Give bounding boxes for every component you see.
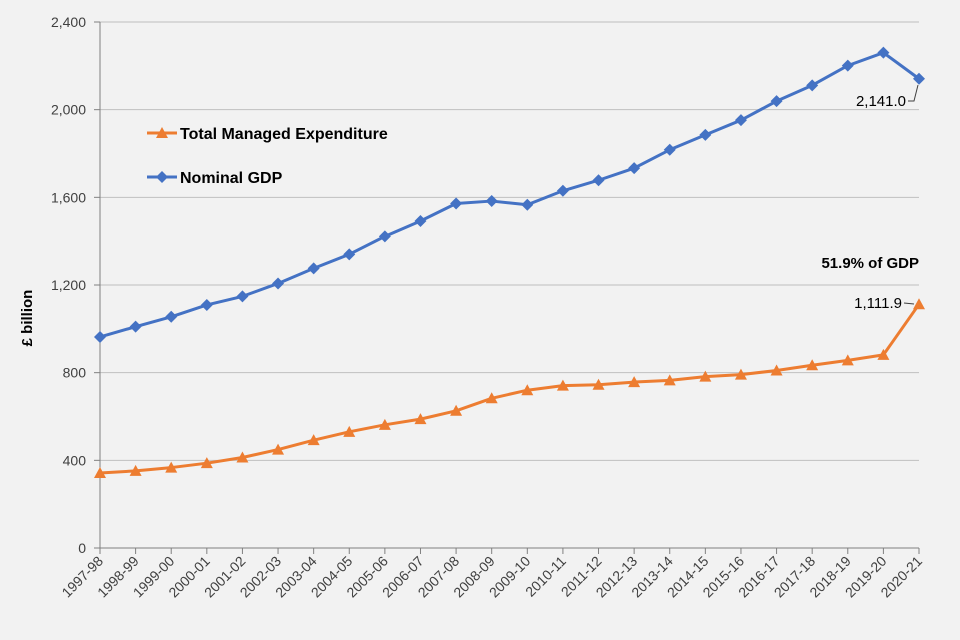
point-gdp-2014-15[interactable] [699,128,712,141]
point-tme-2016-17[interactable] [770,364,783,376]
point-gdp-1999-00[interactable] [165,310,178,323]
legend-item-tme[interactable]: Total Managed Expenditure [147,126,388,143]
point-tme-2019-20[interactable] [877,348,890,360]
series-tme [94,298,925,479]
point-tme-1999-00[interactable] [165,461,178,473]
point-tme-2003-04[interactable] [307,434,320,446]
y-tick-label-400: 400 [63,452,87,468]
legend-marker-tme [156,127,168,138]
point-gdp-2013-14[interactable] [663,143,676,156]
y-tick-label-2000: 2,000 [51,102,86,118]
point-gdp-2006-07[interactable] [414,215,427,228]
point-gdp-1998-99[interactable] [129,320,142,333]
point-tme-2000-01[interactable] [200,457,213,469]
x-tick-labels: 1997-981998-991999-002000-012001-022002-… [58,553,925,601]
point-tme-2009-10[interactable] [521,384,534,396]
axes [94,21,920,554]
point-gdp-2017-18[interactable] [806,79,819,92]
point-tme-2007-08[interactable] [450,404,463,416]
series-line-tme [99,303,921,475]
point-tme-2020-21[interactable] [913,298,925,310]
series-gdp [94,46,925,343]
y-tick-label-800: 800 [63,365,87,381]
pct-of-gdp-annotation: 51.9% of GDP [821,255,919,272]
legend-label-gdp: Nominal GDP [180,170,283,187]
legend: Total Managed Expenditure Nominal GDP [147,126,388,187]
point-gdp-2015-16[interactable] [734,114,747,127]
point-tme-2002-03[interactable] [272,443,285,455]
legend-marker-gdp [156,171,168,183]
point-gdp-2004-05[interactable] [343,248,356,261]
point-gdp-2016-17[interactable] [770,95,783,108]
y-tick-labels: 0 400 800 1,200 1,600 2,000 2,400 [51,14,86,556]
gridlines [100,21,919,461]
point-tme-2008-09[interactable] [485,392,498,404]
point-tme-2014-15[interactable] [699,370,712,382]
point-gdp-2018-19[interactable] [841,59,854,72]
point-gdp-2000-01[interactable] [200,298,213,311]
point-gdp-2011-12[interactable] [592,174,605,187]
point-tme-2017-18[interactable] [806,359,819,371]
point-tme-2005-06[interactable] [378,418,391,430]
data-label-gdp-2020-21: 2,141.0 [856,93,906,110]
legend-item-gdp[interactable]: Nominal GDP [147,170,283,187]
point-gdp-2008-09[interactable] [485,195,498,208]
annotations: 2,141.0 1,111.9 51.9% of GDP [821,84,919,312]
point-tme-1998-99[interactable] [129,464,142,476]
point-gdp-2009-10[interactable] [521,198,534,211]
legend-label-tme: Total Managed Expenditure [180,126,388,143]
point-gdp-1997-98[interactable] [94,330,106,343]
point-tme-2011-12[interactable] [592,378,605,390]
point-tme-2018-19[interactable] [841,354,854,366]
point-gdp-2010-11[interactable] [556,184,569,197]
series [94,46,925,479]
point-gdp-2003-04[interactable] [307,262,320,275]
y-axis-title: £ billion [19,290,36,347]
point-tme-2015-16[interactable] [734,368,747,380]
point-gdp-2005-06[interactable] [378,230,391,243]
point-tme-2006-07[interactable] [414,413,427,425]
point-gdp-2001-02[interactable] [236,290,249,303]
point-gdp-2020-21[interactable] [913,72,925,85]
y-tick-label-2400: 2,400 [51,14,86,30]
y-tick-label-0: 0 [78,540,86,556]
point-gdp-2002-03[interactable] [272,277,285,290]
data-label-tme-2020-21: 1,111.9 [854,295,902,312]
series-line-gdp [99,51,920,339]
point-tme-2013-14[interactable] [663,374,676,386]
leader-line-gdp [908,84,919,102]
point-tme-2001-02[interactable] [236,451,249,463]
point-tme-2010-11[interactable] [556,379,569,391]
point-gdp-2007-08[interactable] [450,197,463,210]
point-tme-1997-98[interactable] [94,467,106,479]
point-tme-2004-05[interactable] [343,425,356,437]
point-tme-2012-13[interactable] [628,376,641,388]
y-tick-label-1600: 1,600 [51,189,86,205]
point-gdp-2019-20[interactable] [877,46,890,59]
leader-line-tme [903,302,915,305]
point-gdp-2012-13[interactable] [628,162,641,175]
y-tick-label-1200: 1,200 [51,277,86,293]
